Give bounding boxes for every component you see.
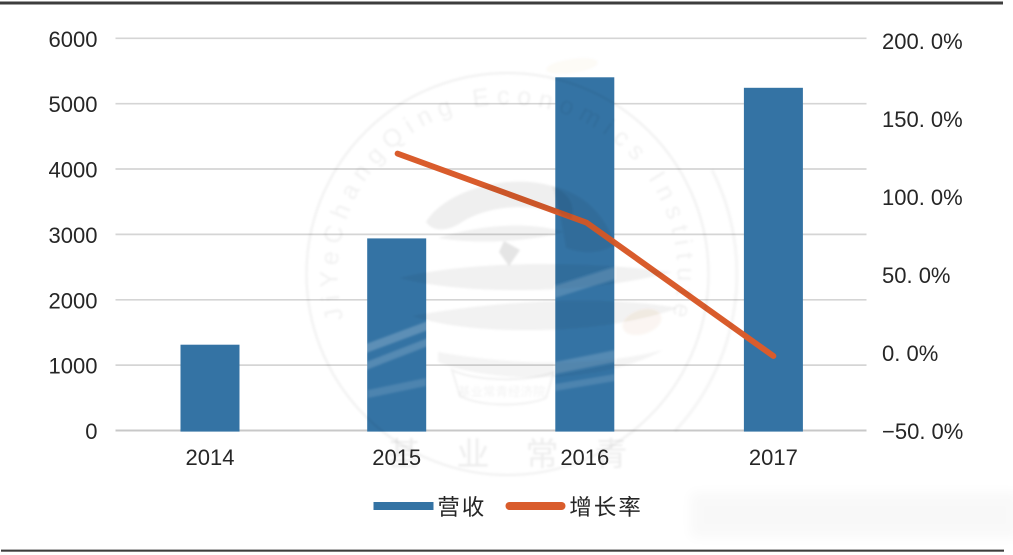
svg-text:6000: 6000 (49, 27, 98, 52)
svg-text:200. 0%: 200. 0% (882, 29, 963, 54)
svg-text:2000: 2000 (49, 288, 98, 313)
svg-text:4000: 4000 (49, 158, 98, 183)
svg-text:50. 0%: 50. 0% (882, 263, 951, 288)
svg-text:2017: 2017 (749, 445, 798, 470)
svg-text:150. 0%: 150. 0% (882, 107, 963, 132)
svg-text:3000: 3000 (49, 223, 98, 248)
svg-text:1000: 1000 (49, 354, 98, 379)
svg-text:100. 0%: 100. 0% (882, 185, 963, 210)
svg-text:5000: 5000 (49, 92, 98, 117)
svg-text:0. 0%: 0. 0% (882, 341, 938, 366)
svg-text:0: 0 (85, 419, 97, 444)
svg-text:2014: 2014 (186, 445, 235, 470)
svg-text:−50. 0%: −50. 0% (882, 419, 963, 444)
